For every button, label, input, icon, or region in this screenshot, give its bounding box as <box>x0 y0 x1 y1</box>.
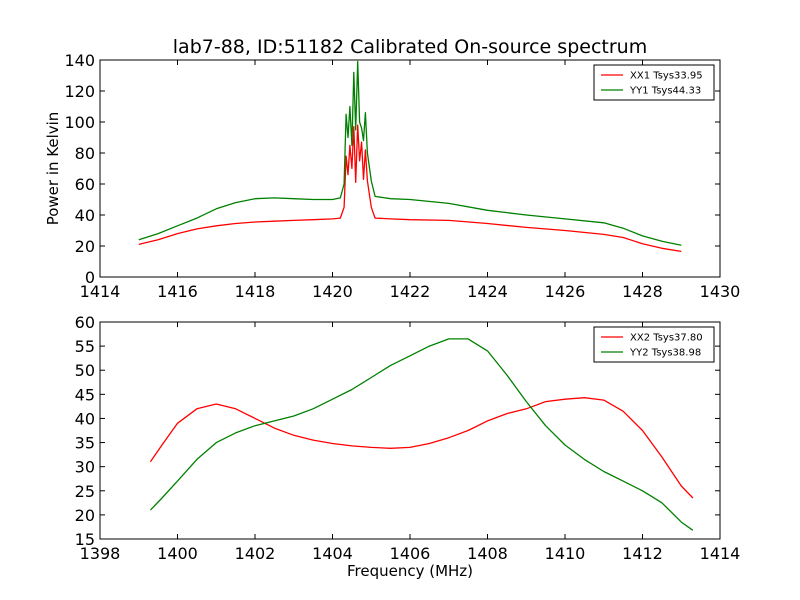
top-y-tick-label: 20 <box>75 237 95 256</box>
top-y-axis-label: Power in Kelvin <box>44 112 62 226</box>
top-x-tick-label: 1418 <box>235 282 276 301</box>
top-legend-box <box>593 64 715 101</box>
bottom-series-line-yy <box>149 338 694 531</box>
bottom-y-tick-label: 55 <box>75 337 95 356</box>
bottom-x-tick-label: 1412 <box>622 544 663 563</box>
top-panel: 1414 1416 1418 1420 1422 1424 1426 1428 1430 0 20 4… <box>44 51 740 301</box>
figure-title: lab7-88, ID:51182 Calibrated On-source s… <box>173 36 647 58</box>
bottom-y-tick-label: 20 <box>75 506 95 525</box>
top-x-tick-label: 1424 <box>467 282 508 301</box>
bottom-series-line-xx <box>149 397 694 499</box>
x-axis-label: Frequency (MHz) <box>347 562 473 580</box>
bottom-x-tick-label: 1400 <box>157 544 198 563</box>
bottom-x-tick-label: 1406 <box>390 544 431 563</box>
top-y-tick-label: 80 <box>75 144 95 163</box>
top-y-tick-label: 60 <box>75 175 95 194</box>
top-y-tick-label: 120 <box>64 82 95 101</box>
top-chart-marks: 1414 1416 1418 1420 1422 1424 1426 1428 1430 0 20 4… <box>64 51 740 301</box>
bottom-x-tick-label: 1398 <box>80 544 121 563</box>
bottom-y-tick-label: 35 <box>75 434 95 453</box>
bottom-y-tick-label: 30 <box>75 458 95 477</box>
top-y-tick-label: 140 <box>64 51 95 70</box>
legend-label-xx1: XX1 Tsys33.95 <box>630 71 703 82</box>
top-x-tick-label: 1420 <box>312 282 353 301</box>
top-x-tick-label: 1416 <box>157 282 198 301</box>
bottom-y-tick-label: 25 <box>75 482 95 501</box>
bottom-plot-frame <box>99 321 721 540</box>
bottom-x-tick-label: 1414 <box>700 544 741 563</box>
bottom-chart-marks: 1398 1400 1402 1404 1406 1408 1410 1412 1414 15 20… <box>75 313 741 563</box>
top-y-tick-label: 100 <box>64 113 95 132</box>
bottom-x-tick-label: 1410 <box>545 544 586 563</box>
bottom-x-tick-label: 1404 <box>312 544 353 563</box>
top-plot-frame <box>99 59 721 278</box>
top-x-tick-label: 1426 <box>545 282 586 301</box>
legend-label-yy1: YY1 Tsys44.33 <box>629 86 701 97</box>
legend-label-yy2: YY2 Tsys38.98 <box>629 348 701 359</box>
top-y-tick-label: 0 <box>85 268 95 287</box>
bottom-panel: 1398 1400 1402 1404 1406 1408 1410 1412 1414 15 20… <box>75 313 741 580</box>
bottom-x-tick-label: 1402 <box>235 544 276 563</box>
bottom-legend: XX2 Tsys37.80 YY2 Tsys38.98 <box>593 326 715 363</box>
bottom-y-tick-label: 50 <box>75 361 95 380</box>
top-x-tick-label: 1422 <box>390 282 431 301</box>
top-x-tick-label: 1414 <box>80 282 121 301</box>
top-series-line-xx <box>138 124 682 253</box>
bottom-y-tick-label: 45 <box>75 385 95 404</box>
legend-label-xx2: XX2 Tsys37.80 <box>630 333 703 344</box>
bottom-x-tick-label: 1408 <box>467 544 508 563</box>
bottom-y-tick-label: 60 <box>75 313 95 332</box>
bottom-legend-box <box>593 326 715 363</box>
bottom-y-tick-label: 40 <box>75 409 95 428</box>
top-y-tick-label: 40 <box>75 206 95 225</box>
top-x-tick-label: 1428 <box>622 282 663 301</box>
top-series-line-yy <box>138 60 682 246</box>
bottom-y-tick-label: 15 <box>75 530 95 549</box>
top-legend: XX1 Tsys33.95 YY1 Tsys44.33 <box>593 64 715 101</box>
top-x-tick-label: 1430 <box>700 282 741 301</box>
